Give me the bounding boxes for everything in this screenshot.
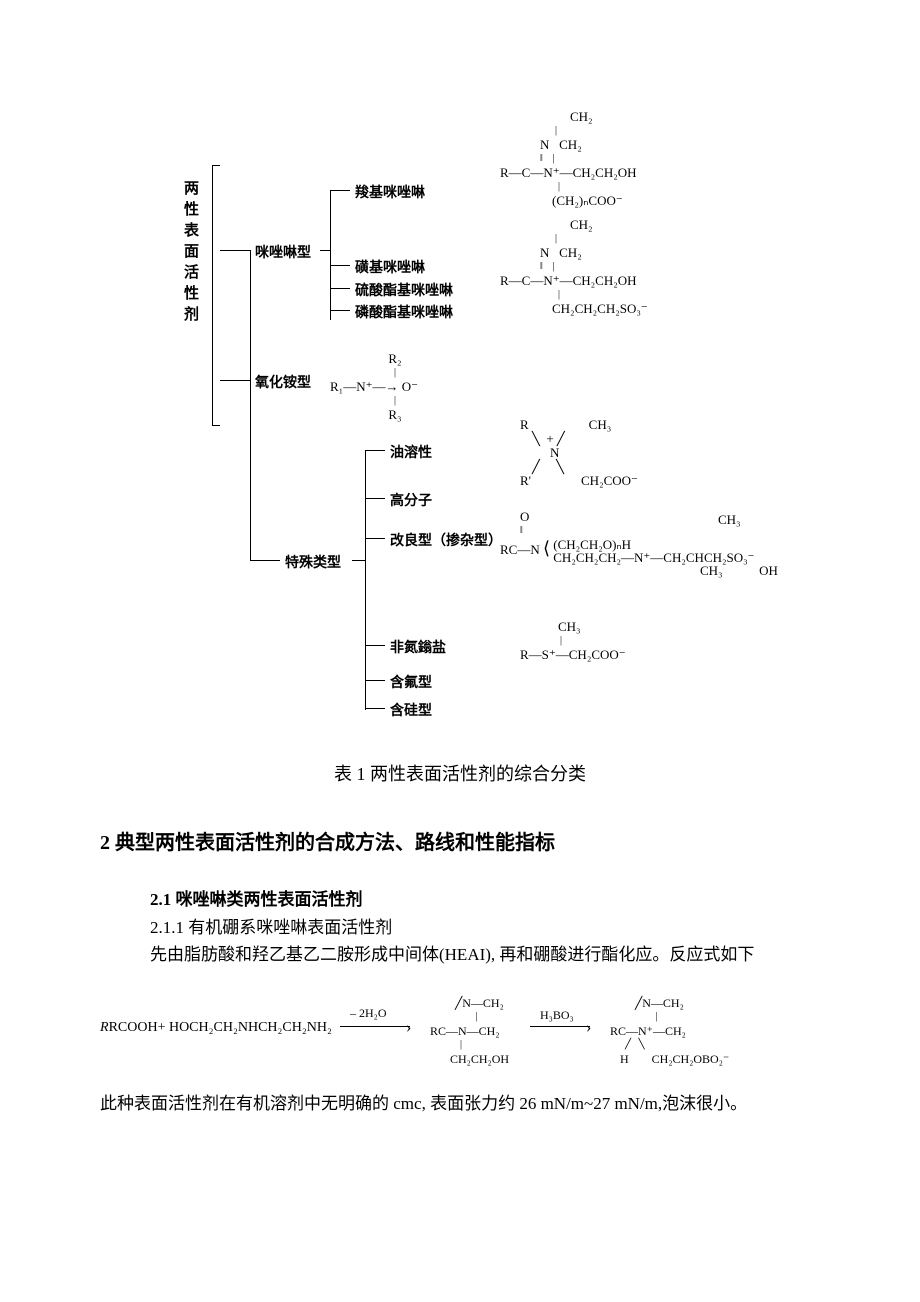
reaction-intermediate: ╱N—CH₂ | RC—N—CH₂ | CH₂CH₂OH (430, 996, 509, 1066)
sub-sulfate: 硫酸酯基咪唑啉 (355, 280, 453, 300)
root-label: 两性表面活性剂 (180, 180, 201, 327)
arrow1-label: – 2H₂O (350, 1006, 387, 1021)
section-2-title: 2 典型两性表面活性剂的合成方法、路线和性能指标 (100, 826, 820, 855)
sub-sulfo: 磺基咪唑啉 (355, 257, 425, 277)
formula-sulfonium: CH₃ | R—S⁺—CH₂COO⁻ (520, 620, 626, 662)
sub-fluor: 含氟型 (390, 672, 432, 692)
section-21-title: 2.1 咪唑啉类两性表面活性剂 (150, 885, 820, 910)
sub-carboxy: 羧基咪唑啉 (355, 182, 425, 202)
reaction-left: RCOOH+ HOCH₂CH₂NHCH₂CH₂NH₂ (109, 1020, 332, 1035)
sub-si: 含硅型 (390, 700, 432, 720)
reaction-product: ╱N—CH₂ | RC—N⁺—CH₂ ╱ ╲ H CH₂CH₂OBO₂⁻ (610, 996, 729, 1066)
classification-diagram: 两性表面活性剂 咪唑啉型 羧基咪唑啉 磺基咪唑啉 硫酸酯基咪唑啉 磷酸酯基咪唑啉… (120, 100, 800, 750)
formula-carboxy: CH₂ | N CH₂ ‖ | R—C—N⁺—CH₂CH₂OH | (CH₂)ₙ… (500, 110, 637, 208)
formula-polymer: O ‖ RC—N ⟨ (CH₂CH₂O)ₙH CH₂CH₂CH₂—N⁺—CH₂C… (500, 510, 778, 578)
branch-special: 特殊类型 (285, 552, 341, 572)
formula-amine-oxide: R₂ | R₁—N⁺—→ O⁻ | R₃ (330, 352, 418, 422)
formula-sulfo: CH₂ | N CH₂ ‖ | R—C—N⁺—CH₂CH₂OH | CH₂CH₂… (500, 218, 648, 316)
table-caption: 表 1 两性表面活性剂的综合分类 (100, 760, 820, 786)
branch-imidazoline: 咪唑啉型 (255, 242, 311, 262)
section-211-para: 先由脂肪酸和羟乙基乙二胺形成中间体(HEAI), 再和硼酸进行酯化应。反应式如下 (150, 941, 820, 968)
sub-polymer: 高分子 (390, 490, 432, 510)
section-211-title: 2.1.1 有机硼系咪唑啉表面活性剂 (150, 914, 820, 941)
section-211-para2: 此种表面活性剂在有机溶剂中无明确的 cmc, 表面张力约 26 mN/m~27 … (100, 1088, 820, 1120)
sub-nonN: 非氮鎓盐 (390, 637, 446, 657)
reaction-scheme: RRCOOH+ HOCH₂CH₂NHCH₂CH₂NH₂ – 2H₂O › ╱N—… (100, 978, 820, 1078)
branch-amine-oxide: 氧化铵型 (255, 372, 311, 392)
formula-betaine: RCH₃ ╲ + ╱ N ╱ ╲ R'CH₂COO⁻ (520, 418, 638, 488)
sub-phosph: 磷酸酯基咪唑啉 (355, 302, 453, 322)
sub-oil: 油溶性 (390, 442, 432, 462)
arrow2-label: H₃BO₃ (540, 1008, 574, 1023)
sub-mod: 改良型（掺杂型） (390, 530, 502, 550)
